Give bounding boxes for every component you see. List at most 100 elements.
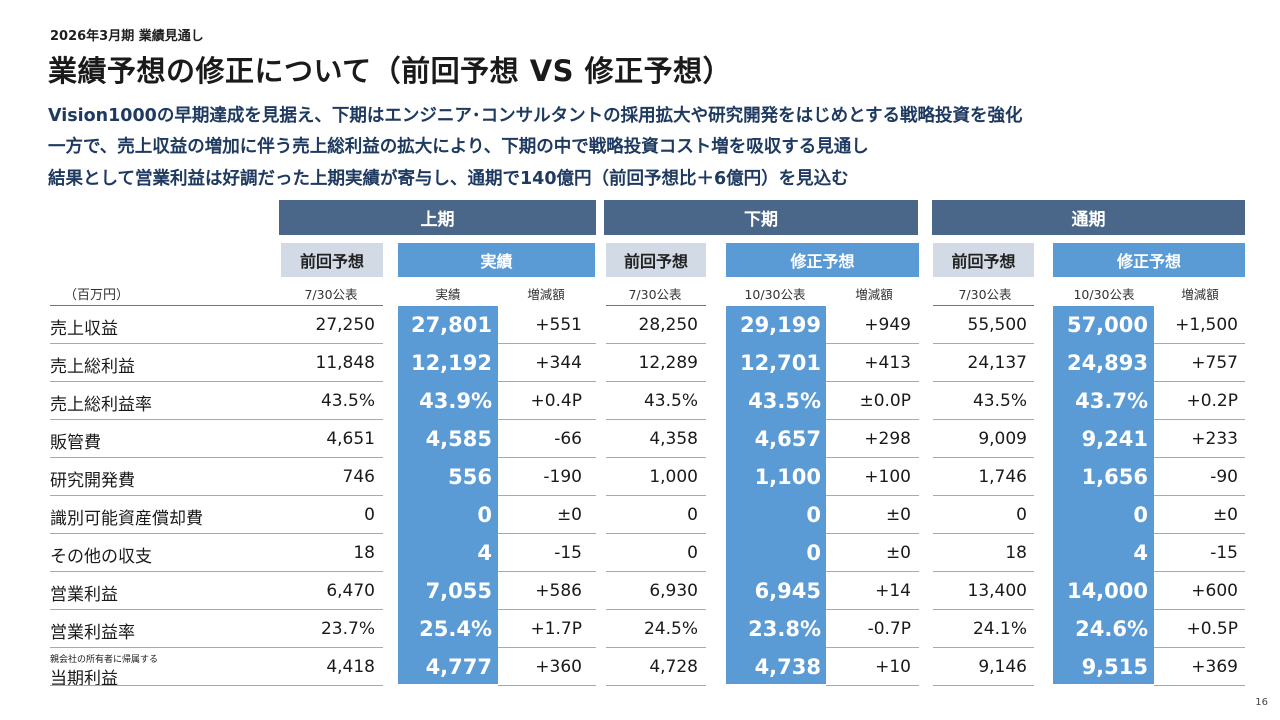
- table-cell: 23.7%: [320, 619, 375, 639]
- table-cell: +757: [1191, 353, 1238, 373]
- page-number: 16: [1255, 697, 1268, 708]
- table-cell: ±0: [556, 505, 582, 525]
- table-cell-highlight: 9,241: [1081, 427, 1148, 451]
- table-cell: 13,400: [967, 581, 1027, 601]
- row-divider: [50, 457, 383, 458]
- table-cell: +360: [535, 657, 582, 677]
- table-cell: +344: [535, 353, 582, 373]
- table-cell: 18: [1005, 543, 1027, 563]
- table-cell: +586: [535, 581, 582, 601]
- subheader-fy-prev: 前回予想: [933, 243, 1034, 277]
- table-cell-highlight: 43.9%: [419, 389, 492, 413]
- row-divider: [498, 381, 596, 382]
- table-cell: +14: [875, 581, 911, 601]
- row-divider: [1154, 495, 1245, 496]
- row-divider: [50, 609, 383, 610]
- table-cell-highlight: 0: [806, 503, 821, 527]
- table-cell: 12,289: [638, 353, 698, 373]
- row-divider: [933, 685, 1034, 686]
- table-cell: 24.1%: [972, 619, 1027, 639]
- table-cell-highlight: 43.7%: [1075, 389, 1148, 413]
- table-cell: 6,470: [326, 581, 375, 601]
- row-divider: [1154, 343, 1245, 344]
- table-cell-highlight: 0: [806, 541, 821, 565]
- table-cell-highlight: 12,701: [739, 351, 821, 375]
- row-divider: [498, 533, 596, 534]
- table-cell: 4,651: [326, 429, 375, 449]
- table-cell-highlight: 14,000: [1066, 579, 1148, 603]
- table-cell: 24.5%: [643, 619, 698, 639]
- table-cell: +298: [864, 429, 911, 449]
- row-divider: [826, 647, 919, 648]
- table-cell: 1,746: [978, 467, 1027, 487]
- row-divider: [50, 495, 383, 496]
- row-divider: [1154, 533, 1245, 534]
- row-label: 販管費: [50, 433, 101, 453]
- table-cell-highlight: 4,738: [754, 655, 821, 679]
- table-cell: 4,418: [326, 657, 375, 677]
- row-divider: [826, 609, 919, 610]
- table-cell-highlight: 6,945: [754, 579, 821, 603]
- row-divider: [826, 343, 919, 344]
- table-cell: 0: [687, 505, 698, 525]
- col-head-h2-revised: 10/30公表: [744, 287, 806, 302]
- page-subtitle: 2026年3月期 業績見通し: [50, 29, 204, 44]
- row-divider: [933, 381, 1034, 382]
- table-cell: 746: [342, 467, 375, 487]
- table-cell: -190: [543, 467, 582, 487]
- table-cell: +413: [864, 353, 911, 373]
- table-cell-highlight: 0: [1133, 503, 1148, 527]
- row-divider: [498, 685, 596, 686]
- subheader-h2-revised: 修正予想: [726, 243, 919, 277]
- row-divider: [606, 533, 706, 534]
- table-cell: 43.5%: [972, 391, 1027, 411]
- col-head-h1-diff: 増減額: [527, 287, 565, 302]
- table-cell-highlight: 27,801: [410, 313, 492, 337]
- table-cell: 0: [1016, 505, 1027, 525]
- table-cell: 9,009: [978, 429, 1027, 449]
- row-label: 識別可能資産償却費: [50, 509, 203, 529]
- period-header-fy: 通期: [932, 200, 1245, 235]
- table-cell: 0: [687, 543, 698, 563]
- row-divider: [1154, 685, 1245, 686]
- lead-line-3: 結果として営業利益は好調だった上期実績が寄与し、通期で140億円（前回予想比＋6…: [48, 169, 849, 189]
- table-cell: +100: [864, 467, 911, 487]
- period-header-h2: 下期: [604, 200, 918, 235]
- table-cell: 27,250: [315, 315, 375, 335]
- row-divider: [498, 647, 596, 648]
- row-divider: [498, 495, 596, 496]
- row-divider: [50, 381, 383, 382]
- table-cell: +233: [1191, 429, 1238, 449]
- row-divider: [933, 343, 1034, 344]
- row-divider: [826, 381, 919, 382]
- table-cell: ±0.0P: [859, 391, 911, 411]
- table-cell-highlight: 1,656: [1081, 465, 1148, 489]
- row-divider: [826, 685, 919, 686]
- table-cell: 43.5%: [643, 391, 698, 411]
- row-divider: [498, 609, 596, 610]
- table-cell-highlight: 25.4%: [419, 617, 492, 641]
- table-cell-highlight: 7,055: [425, 579, 492, 603]
- row-divider: [1154, 609, 1245, 610]
- table-cell: +551: [535, 315, 582, 335]
- row-label: 営業利益率: [50, 623, 135, 643]
- table-cell: +0.5P: [1186, 619, 1238, 639]
- lead-line-1: Vision1000の早期達成を見据え、下期はエンジニア･コンサルタントの採用拡…: [48, 106, 1023, 126]
- col-head-fy-diff: 増減額: [1181, 287, 1219, 302]
- units-label: （百万円）: [64, 288, 130, 303]
- table-cell: +10: [875, 657, 911, 677]
- row-divider: [50, 533, 383, 534]
- table-cell: +0.4P: [530, 391, 582, 411]
- row-label-note: 親会社の所有者に帰属する: [50, 655, 159, 665]
- row-divider: [606, 381, 706, 382]
- row-divider: [826, 571, 919, 572]
- row-divider: [933, 533, 1034, 534]
- table-cell: ±0: [885, 505, 911, 525]
- table-cell: +600: [1191, 581, 1238, 601]
- row-label: 売上総利益: [50, 357, 135, 377]
- row-divider: [933, 495, 1034, 496]
- row-divider: [50, 647, 383, 648]
- table-cell-highlight: 4,777: [425, 655, 492, 679]
- row-divider: [933, 457, 1034, 458]
- row-divider: [826, 533, 919, 534]
